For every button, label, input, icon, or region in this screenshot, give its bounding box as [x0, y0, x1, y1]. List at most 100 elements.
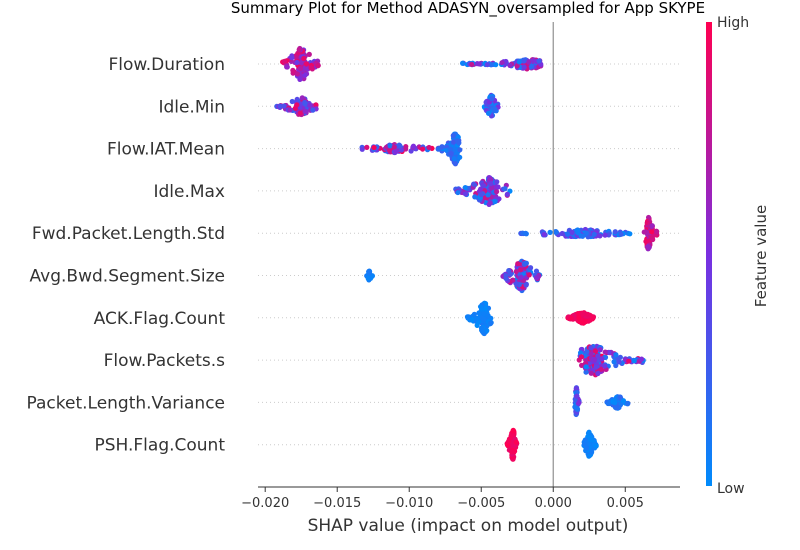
shap-point	[387, 143, 393, 149]
shap-point	[616, 359, 622, 365]
shap-point	[439, 144, 445, 150]
shap-point	[518, 274, 524, 280]
shap-point	[307, 102, 313, 108]
shap-point	[583, 369, 589, 375]
shap-point	[559, 230, 565, 237]
feature-label: Flow.IAT.Mean	[107, 140, 225, 160]
shap-point	[654, 228, 660, 235]
shap-point	[645, 243, 651, 250]
shap-point	[513, 268, 519, 275]
shap-point	[521, 64, 527, 70]
shap-point	[624, 401, 631, 407]
feature-label: Idle.Min	[158, 97, 225, 117]
shap-point	[593, 443, 599, 449]
shap-point	[574, 393, 580, 399]
shap-point	[597, 233, 603, 239]
shap-point	[577, 350, 584, 356]
shap-point	[620, 398, 627, 404]
shap-point	[523, 230, 529, 236]
shap-point	[584, 445, 590, 451]
shap-point	[277, 103, 283, 109]
shap-point	[588, 370, 594, 376]
shap-point	[302, 72, 308, 78]
shap-point	[485, 192, 491, 198]
shap-point	[426, 144, 432, 151]
shap-point	[284, 64, 290, 70]
shap-point	[572, 404, 578, 410]
shap-point	[593, 364, 599, 370]
colorbar: High Low Feature value	[706, 15, 770, 497]
shap-point	[485, 110, 492, 116]
shap-point	[499, 60, 505, 66]
shap-point	[533, 268, 540, 274]
shap-point	[457, 147, 463, 153]
shap-point	[588, 351, 594, 357]
shap-point	[612, 229, 618, 235]
shap-point	[597, 347, 603, 353]
shap-point	[476, 310, 482, 316]
shap-point	[598, 366, 604, 372]
shap-point	[299, 95, 305, 101]
shap-point	[485, 312, 491, 319]
shap-point	[627, 231, 633, 237]
shap-point	[462, 184, 468, 191]
shap-point	[583, 357, 589, 363]
shap-point	[469, 61, 475, 68]
shap-point	[613, 405, 619, 411]
feature-rows: Flow.Duration Idle.Min Flow.IAT.Mean Idle.M…	[27, 55, 680, 456]
shap-point	[455, 189, 461, 196]
shap-point	[488, 62, 494, 68]
shap-point	[484, 61, 490, 68]
shap-point	[487, 200, 493, 206]
shap-point	[584, 349, 590, 355]
shap-point	[477, 304, 484, 310]
shap-point	[586, 429, 592, 435]
shap-point	[626, 358, 632, 364]
shap-point	[359, 146, 365, 152]
shap-point	[489, 185, 495, 191]
shap-point	[478, 191, 484, 197]
shap-point	[523, 260, 530, 266]
shap-point	[313, 102, 319, 108]
feature-label: Packet.Length.Variance	[27, 393, 226, 413]
x-tick-label: −0.005	[457, 496, 505, 511]
shap-point	[474, 322, 480, 328]
shap-point	[469, 316, 475, 323]
shap-point	[474, 315, 480, 321]
feature-label: Flow.Duration	[109, 55, 226, 75]
x-axis: −0.020 −0.015 −0.010 −0.005 0.000 0.005	[241, 486, 680, 511]
shap-point	[398, 147, 404, 153]
shap-point	[493, 189, 500, 195]
shap-point	[391, 144, 397, 150]
shap-point	[576, 400, 582, 406]
shap-point	[507, 62, 513, 68]
colorbar-gradient	[706, 22, 712, 486]
shap-point	[506, 267, 512, 274]
shap-point	[306, 51, 312, 58]
shap-point	[602, 232, 608, 238]
shap-point	[569, 229, 575, 235]
shap-point	[365, 275, 371, 282]
feature-label: Avg.Bwd.Segment.Size	[30, 267, 225, 287]
shap-point	[366, 270, 373, 276]
shap-point	[574, 389, 580, 396]
shap-point	[302, 101, 308, 107]
shap-point	[513, 281, 520, 287]
shap-point	[580, 311, 586, 317]
feature-label: PSH.Flag.Count	[94, 436, 225, 456]
shap-point	[287, 107, 293, 113]
shap-point	[488, 181, 494, 187]
shap-point	[631, 358, 638, 364]
feature-label: Idle.Max	[153, 182, 225, 202]
shap-point	[454, 138, 461, 144]
shap-point	[281, 103, 287, 109]
shap-point	[503, 275, 509, 282]
shap-point	[513, 439, 519, 445]
shap-point	[618, 231, 624, 237]
shap-point	[579, 362, 585, 368]
shap-point	[510, 427, 516, 433]
shap-point	[482, 305, 489, 312]
shap-point	[298, 101, 304, 107]
shap-point	[303, 61, 310, 67]
shap-point	[393, 149, 399, 155]
